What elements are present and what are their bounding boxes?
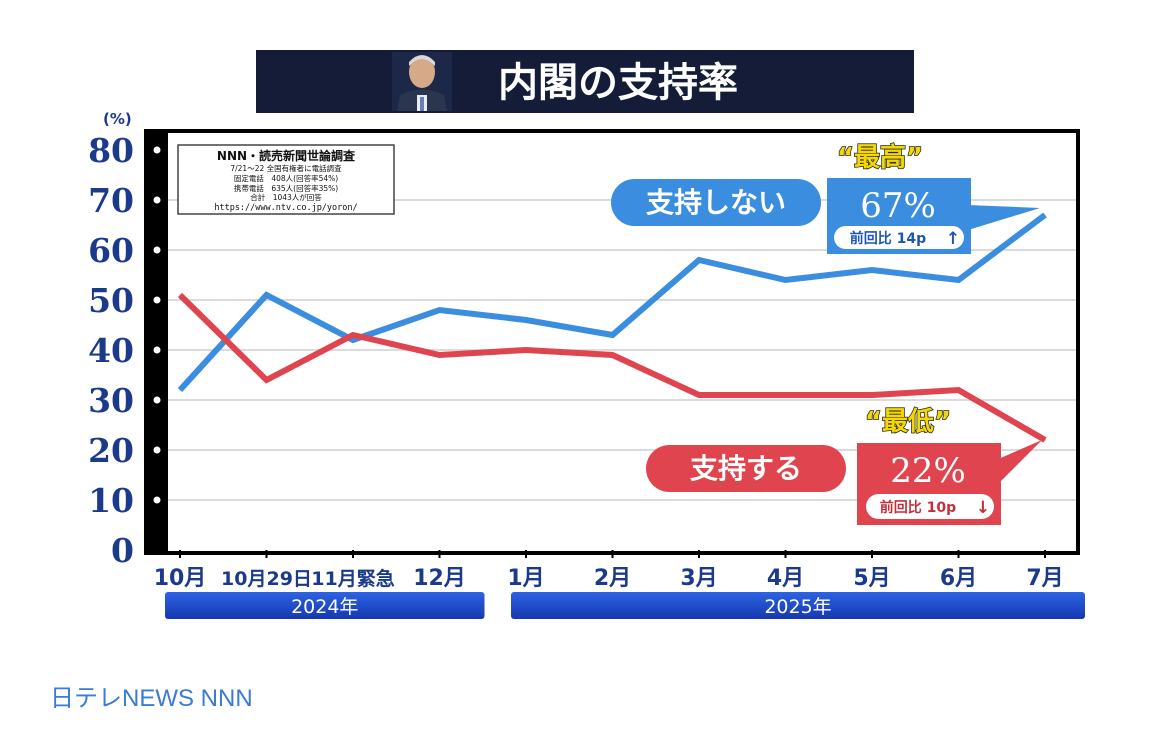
change-pill [866, 494, 994, 519]
change-text: 前回比 10p [880, 499, 956, 516]
y-axis-dots [153, 146, 161, 504]
y-axis-tick-labels: 0 10 20 30 40 50 60 70 80 [88, 131, 134, 570]
callout-approve: 支持する 22% 前回比 10p ↓ “最低” [646, 406, 1042, 525]
y-tick-dot [153, 496, 161, 504]
data-point [352, 339, 354, 341]
survey-line: 7/21～22 全国有権者に電話調査 [230, 163, 342, 173]
title-banner: 内閣の支持率 [256, 50, 914, 113]
plot-left-strip [146, 131, 168, 553]
y-tick-label: 70 [88, 181, 134, 220]
series-label-approve-bg [646, 445, 846, 492]
year-bar [165, 592, 485, 619]
series-label-disapprove: 支持しない [646, 186, 786, 219]
survey-title: NNN・読売新聞世論調査 [217, 148, 356, 163]
callout-pointer [968, 205, 1040, 230]
data-point [1044, 214, 1046, 216]
change-arrow-down-icon: ↓ [976, 498, 990, 518]
year-label: 2025年 [764, 596, 831, 618]
y-tick-dot [153, 396, 161, 404]
y-tick-label: 40 [88, 331, 134, 370]
callout-value: 67% [860, 186, 936, 226]
y-tick-dot [153, 146, 161, 154]
y-tick-dot [153, 446, 161, 454]
prime-minister-photo [392, 52, 452, 111]
y-tick-label: 60 [88, 231, 134, 270]
year-bar [511, 592, 1085, 619]
survey-line: 携帯電話 635人(回答率35%) [234, 183, 338, 193]
year-label: 2024年 [291, 596, 358, 618]
y-tick-label: 80 [88, 131, 134, 170]
x-tick-label: 10月 [154, 566, 207, 591]
survey-info-box: NNN・読売新聞世論調査 7/21～22 全国有権者に電話調査 固定電話 408… [177, 144, 395, 215]
change-text: 前回比 14p [850, 230, 926, 247]
chart-title: 内閣の支持率 [498, 60, 738, 106]
data-point [179, 389, 181, 391]
data-point [439, 354, 440, 356]
y-tick-label: 10 [88, 481, 134, 520]
data-point [525, 319, 527, 321]
data-point [179, 294, 181, 296]
title-background [256, 50, 914, 113]
callout-disapprove: 支持しない 67% 前回比 14p ↑ “最高” [611, 141, 1040, 254]
data-point [698, 394, 700, 396]
data-point [525, 349, 527, 351]
x-tick-label: 4月 [767, 566, 804, 591]
x-tick-label: 5月 [853, 566, 890, 591]
highest-tag: “最高” [837, 142, 923, 173]
y-tick-label: 0 [111, 531, 134, 570]
y-tick-dot [153, 296, 161, 304]
survey-url: https://www.ntv.co.jp/yoron/ [214, 203, 357, 213]
data-point [871, 269, 873, 271]
data-point [352, 334, 354, 336]
x-axis-tick-labels: 10月 10月29日 11月緊急 12月 1月 2月 3月 4月 5月 6月 7月 [154, 550, 1064, 591]
year-group: 2024年 [165, 592, 485, 619]
data-point [612, 334, 613, 336]
y-tick-dot [153, 246, 161, 254]
x-tick-label: 10月29日 [221, 568, 312, 590]
y-tick-dot [153, 346, 161, 354]
data-point [958, 279, 959, 281]
x-tick-label: 11月緊急 [311, 567, 394, 590]
data-point [785, 394, 786, 396]
change-arrow-up-icon: ↑ [946, 229, 960, 249]
data-point [958, 389, 959, 391]
survey-line: 合計 1043人が回答 [250, 192, 322, 202]
x-tick-label: 12月 [413, 566, 466, 591]
series-label-approve: 支持する [690, 452, 802, 485]
survey-line: 固定電話 408人(回答率54%) [234, 173, 338, 183]
year-group: 2025年 [511, 592, 1085, 619]
y-tick-label: 20 [88, 431, 134, 470]
y-tick-dot [153, 196, 161, 204]
y-tick-label: 50 [88, 281, 134, 320]
data-point [439, 309, 440, 311]
x-tick-label: 2月 [594, 566, 631, 591]
data-point [871, 394, 873, 396]
source-link[interactable]: 日テレNEWS NNN [50, 685, 253, 712]
data-point [785, 279, 786, 281]
data-point [1044, 439, 1046, 441]
series-lines [177, 212, 1047, 443]
change-pill [834, 226, 964, 249]
y-tick-label: 30 [88, 381, 134, 420]
data-point [266, 294, 267, 296]
callout-value: 22% [890, 451, 966, 491]
x-tick-label: 6月 [940, 566, 977, 591]
series-label-disapprove-bg [611, 179, 821, 226]
y-axis-unit: (%) [103, 110, 132, 128]
lowest-tag: “最低” [865, 407, 951, 437]
callout-pointer [996, 440, 1042, 486]
x-tick-label: 3月 [680, 566, 717, 591]
data-point [612, 354, 613, 356]
x-tick-label: 1月 [507, 566, 544, 591]
data-point [698, 259, 700, 261]
data-point [266, 379, 267, 381]
x-tick-label: 7月 [1026, 566, 1063, 591]
year-group-bars: 2024年 2025年 [165, 592, 1085, 619]
